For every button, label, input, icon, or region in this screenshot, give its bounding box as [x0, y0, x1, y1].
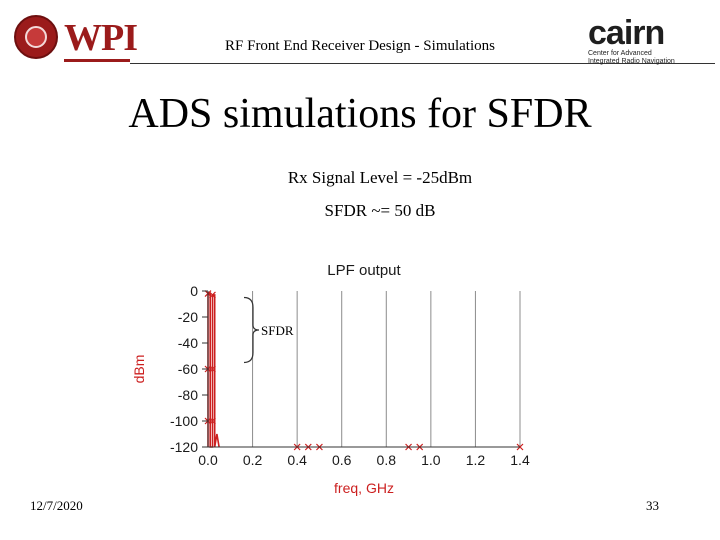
lpf-output-chart: LPF output 0.0 0.2 0.4 0.6 0.8 1.0 1.2 1.4 0 -20 -4… [131, 262, 530, 496]
y-tick-label: -60 [178, 361, 198, 377]
x-tick-label: 0.8 [377, 452, 397, 468]
header-bar: WPI RF Front End Receiver Design - Simul… [0, 0, 720, 70]
x-tick-label: 1.2 [466, 452, 486, 468]
data-point [209, 365, 216, 373]
y-tick-label: 0 [190, 283, 198, 299]
wpi-seal-icon [14, 15, 58, 59]
x-tick-label: 0.0 [198, 452, 218, 468]
sfdr-brace [243, 296, 260, 364]
cairn-tagline: Center for Advanced Integrated Radio Nav… [588, 50, 675, 65]
series-line [207, 292, 220, 448]
header-divider [130, 63, 715, 64]
y-tick-label: -100 [170, 413, 198, 429]
x-tick-label: 1.4 [510, 452, 530, 468]
data-point [209, 291, 216, 299]
x-tick-label: 0.4 [287, 452, 307, 468]
y-tick-label: -80 [178, 387, 198, 403]
y-tick-label: -20 [178, 309, 198, 325]
cairn-logo: cairn Center for Advanced Integrated Rad… [586, 8, 704, 65]
page-number: 33 [646, 498, 659, 513]
header-title: RF Front End Receiver Design - Simulatio… [225, 38, 495, 54]
sfdr-value: SFDR ~= 50 dB [324, 201, 436, 220]
footer-date: 12/7/2020 [30, 498, 83, 513]
y-tick-label: -120 [170, 439, 198, 455]
wpi-underline [64, 59, 130, 62]
x-axis-label: freq, GHz [334, 480, 394, 496]
y-axis-label: dBm [131, 355, 147, 384]
rx-signal-level: Rx Signal Level = -25dBm [287, 168, 473, 187]
wpi-logo: WPI [12, 14, 138, 62]
sfdr-annotation-label: SFDR [261, 323, 294, 338]
x-tick-label: 0.6 [332, 452, 352, 468]
cairn-wordmark: cairn [588, 14, 665, 52]
wpi-wordmark: WPI [64, 17, 138, 59]
chart-title: LPF output [327, 262, 401, 279]
y-tick-label: -40 [178, 335, 198, 351]
x-tick-label: 1.0 [421, 452, 441, 468]
data-point [209, 417, 216, 425]
slide-title: ADS simulations for SFDR [128, 91, 592, 137]
x-tick-label: 0.2 [243, 452, 263, 468]
